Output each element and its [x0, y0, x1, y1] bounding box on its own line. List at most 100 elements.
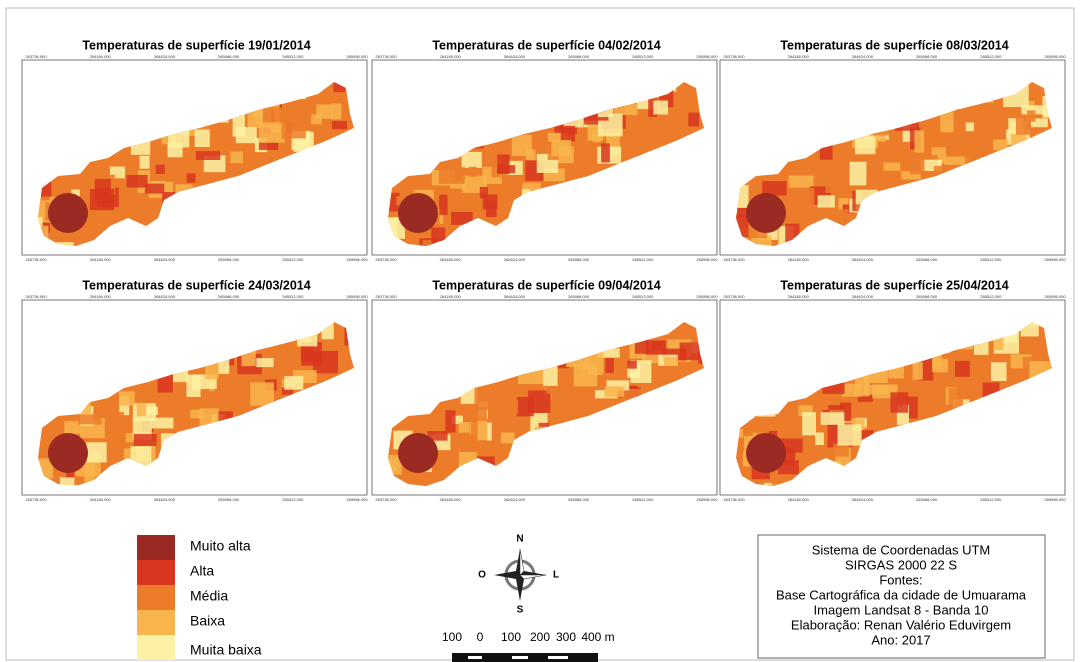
map-figure: N S L O Temperaturas de superfície 19/01… — [0, 0, 1080, 662]
map-tick-label: 264624.000 — [504, 294, 526, 299]
heat-cell — [312, 42, 334, 57]
heat-cell — [991, 362, 1007, 381]
map-tick-label: 263736.000 — [25, 497, 47, 502]
map-tick-label: 265512.000 — [282, 294, 304, 299]
scale-label: 100 — [501, 630, 521, 644]
map-tick-label: 264624.000 — [852, 54, 874, 59]
map-tick-label: 263736.000 — [375, 257, 397, 262]
map-tick-label: 265956.000 — [1044, 257, 1066, 262]
map-tick-label: 265512.000 — [980, 294, 1002, 299]
map-tick-label: 265068.000 — [218, 257, 240, 262]
panel-title: Temperaturas de superfície 25/04/2014 — [780, 278, 1008, 292]
heat-cell — [33, 505, 53, 518]
legend-swatch — [137, 635, 175, 660]
heat-cell — [601, 143, 610, 162]
map-tick-label: 265512.000 — [632, 257, 654, 262]
heat-cell — [64, 421, 80, 434]
heat-cell — [195, 128, 210, 147]
heat-cell — [145, 184, 165, 194]
heat-cell — [469, 167, 477, 177]
heat-cell — [866, 176, 887, 188]
heat-cell — [1027, 110, 1035, 121]
map-tick-label: 264624.000 — [504, 497, 526, 502]
heat-cell — [410, 494, 430, 509]
heat-cell — [653, 101, 668, 115]
map-tick-label: 265068.000 — [916, 257, 938, 262]
map-tick-label: 264180.000 — [440, 497, 462, 502]
heat-cell — [497, 165, 515, 173]
map-tick-label: 263736.000 — [375, 497, 397, 502]
heat-cell — [112, 412, 124, 424]
map-tick-label: 263736.000 — [25, 257, 47, 262]
map-tick-label: 265956.000 — [346, 294, 368, 299]
hot-core — [761, 203, 781, 223]
heat-cell — [842, 384, 862, 397]
map-tick-label: 265512.000 — [632, 294, 654, 299]
map-tick-label: 263736.000 — [723, 497, 745, 502]
map-tick-label: 265512.000 — [980, 54, 1002, 59]
heat-cell — [256, 358, 273, 367]
map-tick-label: 265068.000 — [568, 294, 590, 299]
heat-cell — [850, 162, 867, 186]
map-tick-label: 265068.000 — [218, 497, 240, 502]
heat-cell — [90, 189, 114, 210]
map-tick-label: 263736.000 — [25, 54, 47, 59]
heat-cell — [480, 187, 488, 199]
map-tick-label: 265068.000 — [916, 294, 938, 299]
info-line: Elaboração: Renan Valério Eduvirgem — [791, 617, 1011, 632]
map-tick-label: 265512.000 — [632, 54, 654, 59]
map-tick-label: 265512.000 — [282, 497, 304, 502]
map-tick-label: 263736.000 — [25, 294, 47, 299]
map-tick-label: 264180.000 — [440, 294, 462, 299]
map-tick-label: 265956.000 — [696, 257, 718, 262]
heat-cell — [802, 412, 816, 435]
hot-core — [413, 203, 433, 223]
heat-cell — [561, 126, 575, 142]
heat-cell — [690, 270, 714, 280]
map-tick-label: 263736.000 — [723, 54, 745, 59]
heat-cell — [119, 391, 135, 405]
map-tick-label: 265956.000 — [696, 497, 718, 502]
heat-cell — [464, 407, 487, 421]
map-tick-label: 265956.000 — [1044, 54, 1066, 59]
heat-cell — [259, 123, 284, 143]
scale-label: 0 — [477, 630, 484, 644]
map-tick-label: 264180.000 — [788, 497, 810, 502]
map-tick-label: 264180.000 — [440, 257, 462, 262]
heat-cell — [1032, 271, 1041, 287]
map-tick-label: 265956.000 — [696, 294, 718, 299]
map-tick-label: 264180.000 — [440, 54, 462, 59]
map-tick-label: 263736.000 — [723, 294, 745, 299]
map-tick-label: 265068.000 — [218, 54, 240, 59]
map-tick-label: 265956.000 — [1044, 497, 1066, 502]
info-line: Base Cartográfica da cidade de Umuarama — [776, 587, 1027, 602]
heat-cell — [790, 188, 814, 207]
hot-core — [761, 443, 781, 463]
map-tick-label: 264180.000 — [788, 54, 810, 59]
heat-cell — [914, 130, 924, 152]
heat-cell — [910, 157, 925, 174]
heat-cell — [388, 261, 397, 278]
scale-label: 200 — [530, 630, 550, 644]
heat-cell — [825, 181, 847, 193]
map-tick-label: 264624.000 — [852, 257, 874, 262]
map-tick-label: 264624.000 — [154, 497, 176, 502]
heat-cell — [1016, 285, 1030, 301]
map-tick-label: 265956.000 — [696, 54, 718, 59]
map-tick-label: 264624.000 — [504, 54, 526, 59]
heat-cell — [818, 195, 835, 207]
heat-cell — [311, 114, 322, 124]
info-line: Fontes: — [879, 572, 922, 587]
compass-s: S — [517, 605, 524, 616]
map-tick-label: 264180.000 — [90, 294, 112, 299]
legend-label: Muita baixa — [190, 642, 262, 658]
map-tick-label: 265512.000 — [282, 54, 304, 59]
heat-cell — [676, 279, 695, 291]
scale-label: 100 — [442, 630, 462, 644]
heat-cell — [551, 140, 571, 156]
heat-cell — [186, 375, 200, 397]
heat-cell — [838, 424, 862, 445]
map-tick-label: 264624.000 — [154, 54, 176, 59]
heat-cell — [187, 173, 196, 182]
heat-cell — [890, 392, 908, 412]
